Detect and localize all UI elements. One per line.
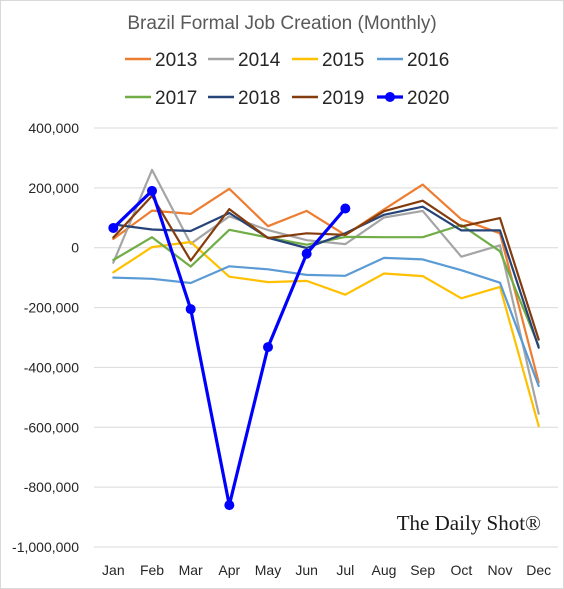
y-tick-label: -400,000 — [24, 359, 79, 375]
legend-label: 2020 — [407, 88, 449, 109]
legend-item-2018: 2018 — [208, 88, 280, 109]
x-tick-label: Jun — [295, 562, 318, 578]
legend-label: 2015 — [322, 50, 364, 71]
y-tick-label: -600,000 — [24, 419, 79, 435]
data-point-2020 — [147, 185, 157, 196]
data-point-2020 — [108, 222, 119, 233]
series-2013 — [112, 183, 540, 384]
series-line-2018 — [112, 205, 540, 349]
y-tick-label: 0 — [71, 240, 79, 256]
legend-label: 2013 — [155, 50, 197, 71]
legend-item-2016: 2016 — [377, 50, 449, 71]
x-tick-label: Apr — [218, 562, 240, 578]
x-tick-label: Jul — [336, 562, 354, 578]
x-tick-label: Nov — [488, 562, 513, 578]
x-tick-label: Jan — [102, 562, 125, 578]
data-point-2020 — [301, 248, 312, 259]
legend-item-2013: 2013 — [125, 50, 197, 71]
y-tick-label: -1,000,000 — [12, 539, 79, 555]
series-lines — [108, 168, 540, 511]
data-point-2020 — [185, 304, 196, 315]
series-line-2015 — [112, 240, 540, 428]
legend-label: 2018 — [238, 88, 280, 109]
legend-label: 2014 — [238, 50, 281, 71]
series-2014 — [112, 168, 540, 415]
data-point-2020 — [224, 500, 235, 511]
y-tick-label: 400,000 — [28, 120, 79, 136]
x-tick-label: Mar — [179, 562, 203, 578]
legend: 2013 2014 2015 2016 2017 2018 2019 2020 — [125, 50, 449, 109]
legend-item-2017: 2017 — [125, 88, 197, 109]
watermark-logo: The Daily Shot® — [397, 511, 541, 535]
legend-item-2014: 2014 — [208, 50, 281, 71]
x-tick-label: Aug — [372, 562, 397, 578]
legend-label: 2017 — [155, 88, 197, 109]
legend-item-2019: 2019 — [292, 88, 364, 109]
x-tick-label: Dec — [526, 562, 551, 578]
series-line-2013 — [112, 183, 540, 384]
y-axis: 400,000 200,000 0 -200,000 -400,000 -600,000 -… — [12, 120, 79, 555]
x-tick-label: Oct — [450, 562, 472, 578]
data-point-2020 — [263, 342, 273, 353]
series-line-2016 — [112, 256, 540, 388]
y-tick-label: -800,000 — [24, 479, 79, 495]
series-line-2020 — [111, 189, 347, 507]
chart-title: Brazil Formal Job Creation (Monthly) — [127, 13, 436, 34]
x-tick-label: Feb — [140, 562, 164, 578]
series-line-2019 — [112, 194, 540, 341]
legend-label: 2019 — [322, 88, 364, 109]
y-tick-label: -200,000 — [24, 300, 79, 316]
data-point-2020 — [340, 203, 351, 214]
series-2016 — [112, 256, 540, 388]
y-tick-label: 200,000 — [28, 180, 79, 196]
legend-label: 2016 — [407, 50, 449, 71]
x-axis: Jan Feb Mar Apr May Jun Jul Aug Sep Oct Nov Dec — [102, 562, 551, 578]
legend-item-2015: 2015 — [292, 50, 364, 71]
x-tick-label: May — [255, 562, 281, 578]
series-2018 — [112, 205, 540, 349]
series-2015 — [112, 240, 540, 428]
legend-marker — [385, 92, 395, 102]
series-line-2014 — [112, 168, 540, 415]
legend-item-2020: 2020 — [377, 88, 449, 109]
series-2019 — [112, 194, 540, 341]
x-tick-label: Sep — [410, 562, 435, 578]
series-2020 — [108, 185, 351, 511]
